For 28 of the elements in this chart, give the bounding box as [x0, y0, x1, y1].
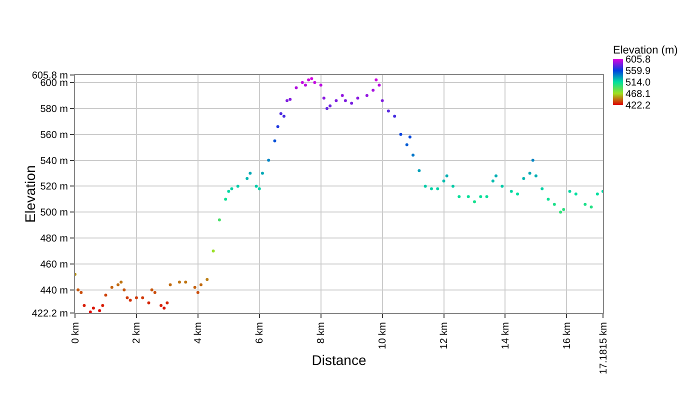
color-bar-label: 468.1	[626, 89, 651, 100]
y-axis-title: Elevation	[22, 165, 38, 223]
x-tick-label: 16 km	[562, 322, 573, 350]
color-bar-label: 559.9	[626, 66, 651, 78]
x-tick-label: 0 km	[70, 322, 82, 344]
y-tick-label: 500 m	[40, 208, 68, 219]
x-tick-label: 10 km	[378, 322, 389, 350]
y-tick-label: 422.2 m	[32, 308, 68, 320]
color-bar-label: 422.2	[626, 100, 651, 112]
x-tick-label: 6 km	[254, 322, 266, 344]
y-tick-label: 460 m	[40, 260, 68, 270]
y-tick-label: 480 m	[40, 234, 68, 245]
x-tick-label: 17.1815 km	[598, 322, 610, 374]
y-tick-label: 540 m	[40, 156, 68, 167]
y-tick-label: 440 m	[40, 285, 68, 296]
y-tick-label: 580 m	[40, 104, 68, 115]
x-tick-label: 4 km	[193, 322, 204, 344]
x-axis-title: Distance	[312, 352, 366, 368]
x-tick-label: 8 km	[316, 322, 328, 344]
y-tick-label: 520 m	[40, 182, 68, 193]
color-bar-label: 514.0	[626, 78, 651, 89]
color-bar-title: Elevation (m)	[613, 44, 678, 56]
y-tick-label: 600 m	[40, 78, 68, 90]
y-tick-label: 560 m	[40, 130, 68, 141]
color-bar-label: 605.8	[626, 54, 651, 66]
x-tick-label: 14 km	[500, 322, 512, 350]
x-tick-label: 2 km	[132, 322, 143, 344]
x-tick-label: 12 km	[439, 322, 450, 350]
